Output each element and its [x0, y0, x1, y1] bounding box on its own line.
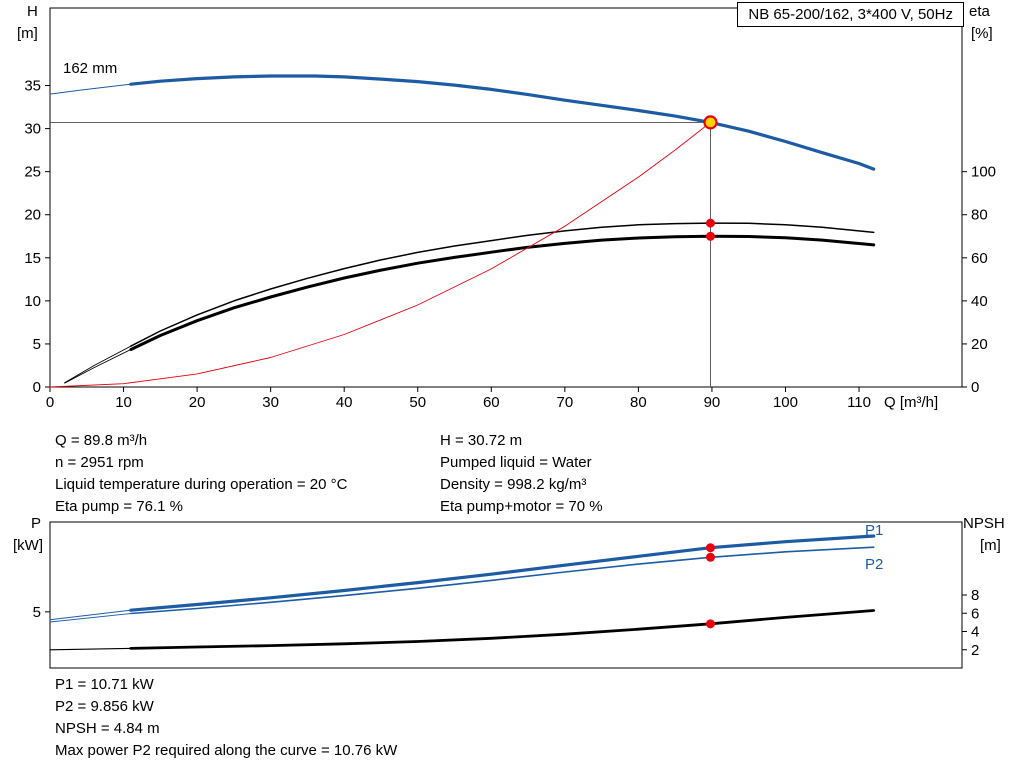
p2-curve — [130, 546, 875, 615]
p1-point — [705, 543, 715, 553]
liquid-info: Pumped liquid = Water — [440, 454, 592, 471]
h-axis-unit: [m] — [17, 25, 38, 42]
density-info: Density = 998.2 kg/m³ — [440, 476, 587, 493]
eta-pump-info: Eta pump = 76.1 % — [55, 498, 183, 515]
eta-pump-motor-curve — [129, 234, 876, 351]
y-right-tick-label: 2 — [971, 642, 979, 659]
flow-info: Q = 89.8 m³/h — [55, 432, 148, 449]
system-curve — [49, 121, 711, 388]
p1-info: P1 = 10.71 kW — [55, 676, 154, 693]
npsh-lead — [49, 647, 132, 651]
x-tick-label: 80 — [630, 394, 647, 411]
npsh-axis-label: NPSH — [963, 515, 1005, 532]
x-tick-label: 60 — [483, 394, 500, 411]
eta-pump-curve — [130, 222, 875, 347]
eta-pump-lead — [64, 345, 132, 384]
y-left-tick-label: 5 — [33, 336, 41, 353]
y-left-tick-label: 5 — [33, 604, 41, 621]
temperature-info: Liquid temperature during operation = 20… — [55, 476, 348, 493]
y-right-tick-label: 60 — [971, 250, 988, 267]
p1-curve — [129, 534, 876, 612]
pump-curve-lead — [49, 83, 132, 95]
y-left-tick-label: 25 — [24, 164, 41, 181]
y-left-tick-label: 15 — [24, 250, 41, 267]
npsh-axis-unit: [m] — [980, 537, 1001, 554]
y-right-tick-label: 6 — [971, 605, 979, 622]
npsh-info: NPSH = 4.84 m — [55, 720, 160, 737]
y-left-tick-label: 0 — [33, 379, 41, 396]
x-tick-label: 20 — [189, 394, 206, 411]
max-power-info: Max power P2 required along the curve = … — [55, 742, 398, 759]
x-tick-label: 70 — [556, 394, 573, 411]
impeller-diameter-label: 162 mm — [63, 60, 118, 77]
p2-point — [705, 552, 715, 562]
power-info-block: P1 = 10.71 kW P2 = 9.856 kW NPSH = 4.84 … — [55, 674, 397, 762]
pump-title-box: NB 65-200/162, 3*400 V, 50Hz — [737, 2, 964, 27]
qh-eta-chart-frame — [49, 7, 963, 388]
y-right-tick-label: 0 — [971, 379, 979, 396]
x-tick-label: 100 — [773, 394, 798, 411]
duty-point[interactable] — [703, 115, 718, 130]
p-axis-unit: [kW] — [13, 537, 43, 554]
y-left-tick-label: 35 — [24, 78, 41, 95]
power-npsh-chart[interactable]: 5 24 68 — [0, 512, 1024, 682]
x-tick-label: 10 — [115, 394, 132, 411]
y-left-tick-label: 10 — [24, 293, 41, 310]
p2-curve-label: P2 — [865, 556, 884, 573]
x-tick-label: 110 — [847, 394, 871, 411]
operating-point-info-right: H = 30.72 m Pumped liquid = Water Densit… — [440, 430, 603, 518]
p1-curve-label: P1 — [865, 522, 884, 539]
eta-axis-unit: [%] — [971, 25, 993, 42]
x-tick-label: 30 — [262, 394, 279, 411]
npsh-curve — [129, 609, 876, 650]
operating-point-info-left: Q = 89.8 m³/h n = 2951 rpm Liquid temper… — [55, 430, 347, 518]
y-left-tick-label: 30 — [24, 121, 41, 138]
y-right-tick-label: 8 — [971, 587, 979, 604]
eta-pump-motor-point — [705, 231, 715, 241]
x-tick-label: 40 — [336, 394, 353, 411]
speed-info: n = 2951 rpm — [55, 454, 144, 471]
h-axis-label: H — [27, 3, 38, 20]
p2-lead — [49, 613, 132, 623]
pump-curve-162mm — [129, 74, 876, 171]
x-tick-label: 0 — [46, 394, 54, 411]
eta-pump-point — [705, 218, 715, 228]
npsh-point — [705, 619, 715, 629]
p2-info: P2 = 9.856 kW — [55, 698, 154, 715]
y-left-tick-label: 20 — [24, 207, 41, 224]
qh-chart[interactable]: 0 10 20 30 40 50 60 70 80 90 100 110 0 5 10 15 20 25 30 35 0… — [0, 0, 1024, 418]
y-right-tick-label: 40 — [971, 293, 988, 310]
y-right-tick-label: 4 — [971, 624, 979, 641]
eta-pump-motor-lead — [64, 349, 132, 384]
p-axis-label: P — [31, 515, 42, 532]
p1-lead — [49, 609, 132, 621]
y-right-tick-label: 80 — [971, 207, 988, 224]
eta-axis-label: eta — [969, 3, 990, 20]
head-info: H = 30.72 m — [440, 432, 523, 449]
eta-pump-motor-info: Eta pump+motor = 70 % — [440, 498, 603, 515]
x-tick-label: 50 — [409, 394, 426, 411]
y-right-tick-label: 100 — [971, 164, 996, 181]
y-right-tick-label: 20 — [971, 336, 988, 353]
x-tick-label: 90 — [704, 394, 721, 411]
x-axis-unit-label: Q [m³/h] — [884, 394, 938, 411]
